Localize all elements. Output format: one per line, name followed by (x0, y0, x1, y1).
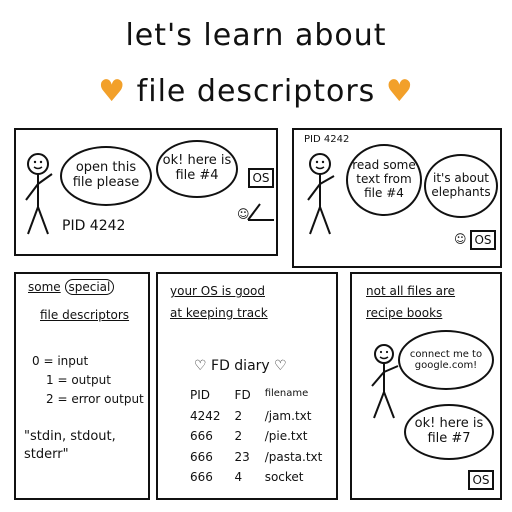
speech-bubble-elephants: it's about elephants (424, 154, 498, 218)
fd-table: PID FD filename 4242 2 /jam.txt 666 2 /p… (188, 384, 336, 489)
cell-pid: 666 (190, 449, 213, 464)
diary-title: ♡ FD diary ♡ (194, 358, 287, 374)
title-line-1: let's learn about (125, 18, 387, 53)
heart-right-icon: ♥ (385, 74, 414, 109)
laptop-icon: ☺ (237, 203, 274, 221)
table-row: 4242 2 /jam.txt (190, 407, 334, 426)
cell-fd: 23 (234, 449, 250, 464)
cell-filename: /pasta.txt (264, 449, 323, 464)
heading-file-descriptors: file descriptors (40, 308, 130, 322)
panel5-heading-1: not all files are (366, 284, 456, 298)
title-line-2: ♥ file descriptors ♥ (0, 74, 512, 109)
heart-outline-icon: ♡ (194, 358, 207, 374)
pid-label: PID 4242 (304, 134, 350, 145)
diary-heading-2: at keeping track (170, 306, 268, 320)
cell-pid: 666 (190, 470, 213, 485)
stick-figure-icon (307, 153, 335, 235)
panel-not-all-files: not all files are recipe books connect m… (350, 272, 502, 500)
heart-left-icon: ♥ (98, 74, 127, 109)
title-line-2-text: file descriptors (136, 74, 376, 109)
col-pid: PID (190, 388, 211, 402)
panel5-heading-2: recipe books (366, 306, 443, 320)
table-row: 666 23 /pasta.txt (190, 448, 334, 467)
stick-figure-icon (25, 153, 53, 235)
table-row: 666 4 socket (190, 468, 334, 487)
smiley-icon: ☺ (454, 232, 467, 246)
panel-fd-diary: your OS is good at keeping track ♡ FD di… (156, 272, 338, 500)
speech-bubble-connect: connect me to google.com! (398, 330, 494, 390)
pid-label: PID 4242 (62, 218, 126, 234)
speech-bubble-read: read some text from file #4 (346, 144, 422, 216)
fd-item-0: 0 = input (32, 354, 89, 368)
stick-figure-icon (371, 344, 399, 419)
heading-special: special (64, 279, 115, 295)
diary-heading-1: your OS is good (170, 284, 265, 298)
diary-title-text: FD diary (211, 358, 270, 374)
cell-pid: 4242 (190, 408, 221, 423)
fd-item-1: 1 = output (46, 373, 111, 388)
heart-outline-icon: ♡ (274, 358, 287, 374)
cell-filename: /jam.txt (264, 408, 312, 423)
speech-bubble-open: open this file please (60, 146, 152, 206)
fd-item-2: 2 = error output (46, 392, 144, 407)
panel-open-file: open this file please ok! here is file #… (14, 128, 278, 256)
cell-fd: 2 (234, 429, 243, 444)
panel-special-fds: some special file descriptors 0 = input … (14, 272, 150, 500)
heading-some: some (28, 280, 61, 294)
cell-fd: 2 (234, 408, 243, 423)
cell-fd: 4 (234, 470, 243, 485)
cell-pid: 666 (190, 429, 213, 444)
speech-bubble-file7: ok! here is file #7 (404, 404, 494, 460)
os-box: OS (248, 168, 274, 188)
os-box: OS (470, 230, 496, 250)
table-header-row: PID FD filename (190, 386, 334, 405)
cell-filename: /pie.txt (264, 429, 308, 444)
os-box: OS (468, 470, 494, 490)
table-row: 666 2 /pie.txt (190, 427, 334, 446)
svg-text:☺: ☺ (237, 207, 250, 221)
cell-filename: socket (264, 470, 304, 485)
fd-list: 0 = input 1 = output 2 = error output (32, 352, 144, 410)
fd-names: "stdin, stdout, stderr" (24, 429, 116, 463)
col-fd: FD (234, 388, 251, 402)
special-heading: some special (28, 279, 115, 295)
col-filename: filename (264, 388, 309, 399)
speech-bubble-file4: ok! here is file #4 (156, 140, 238, 198)
panel-read-file: PID 4242 read some text from file #4 it'… (292, 128, 502, 268)
